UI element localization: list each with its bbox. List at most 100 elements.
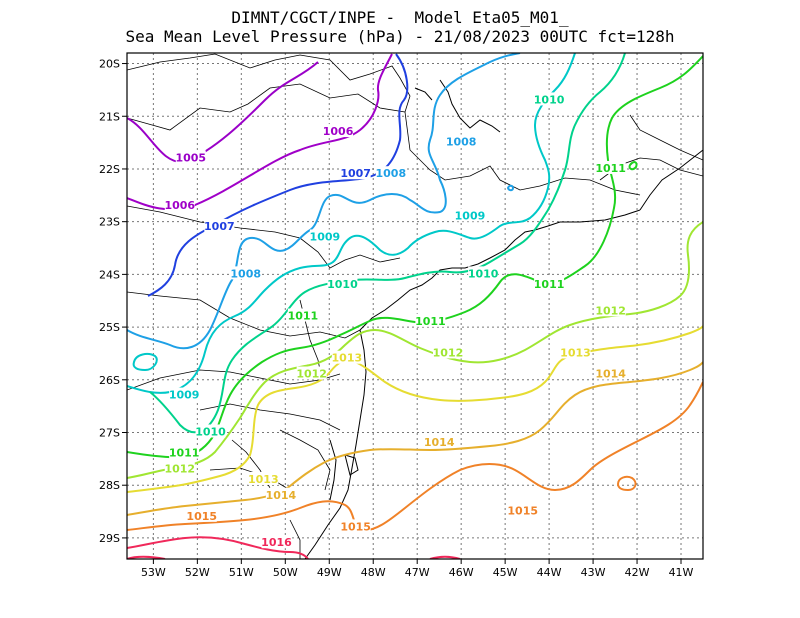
lon-tick-label: 41W (669, 566, 694, 579)
lon-tick-label: 50W (273, 566, 298, 579)
contour-label-bg (468, 266, 499, 280)
contour-label-1006: 1006 (164, 199, 195, 212)
contour-label-1011: 1011 (288, 310, 319, 323)
lat-tick-label: 26S (99, 374, 120, 387)
contour-label-1008: 1008 (376, 167, 407, 180)
contour-label-bg (454, 208, 485, 222)
contour-label-bg (415, 313, 446, 327)
contour-label-1005: 1005 (175, 151, 206, 164)
contour-label-1010: 1010 (468, 267, 499, 280)
contour-label-1015: 1015 (186, 510, 217, 523)
contour-label-1007: 1007 (204, 220, 235, 233)
contour-label-bg (309, 229, 340, 243)
contour-label-bg (560, 345, 591, 359)
contour-label-bg (331, 350, 362, 364)
contour-label-1014: 1014 (266, 489, 297, 502)
contour-label-bg (375, 166, 406, 180)
contour-label-1015: 1015 (507, 505, 538, 518)
contour-label-bg (261, 535, 292, 549)
contour-label-bg (507, 503, 538, 517)
lon-tick-label: 46W (449, 566, 474, 579)
lat-tick-label: 27S (99, 427, 120, 440)
lat-tick-label: 21S (99, 110, 120, 123)
contour-label-bg (534, 276, 565, 290)
contour-label-1013: 1013 (332, 352, 363, 365)
lat-tick-label: 29S (99, 532, 120, 545)
contour-label-bg (323, 124, 354, 138)
contour-label-1008: 1008 (230, 267, 261, 280)
contour-label-bg (248, 471, 279, 485)
contour-label-1015: 1015 (340, 520, 371, 533)
contour-label-bg (340, 166, 371, 180)
lon-tick-label: 53W (141, 566, 166, 579)
longitude-ticks: 53W 52W 51W 50W 49W 48W 47W 46W 45W 44W 43W 42W 41W (141, 559, 694, 579)
lat-tick-label: 24S (99, 268, 120, 281)
contour-label-1014: 1014 (424, 436, 455, 449)
contour-label-1012: 1012 (296, 368, 327, 381)
contour-label-bg (327, 276, 358, 290)
lon-tick-label: 51W (229, 566, 254, 579)
lon-tick-label: 43W (581, 566, 606, 579)
contour-label-1016: 1016 (261, 536, 292, 549)
lon-tick-label: 45W (493, 566, 518, 579)
contour-label-1013: 1013 (560, 346, 591, 359)
contour-label-1012: 1012 (433, 346, 464, 359)
contour-label-bg (175, 150, 206, 164)
lon-tick-label: 48W (361, 566, 386, 579)
contour-label-bg (424, 435, 455, 449)
contour-label-bg (164, 197, 195, 211)
latitude-ticks: 20S 21S 22S 23S 24S 25S 26S 27S 28S 29S (99, 58, 127, 545)
contour-label-1009: 1009 (455, 209, 486, 222)
contour-label-1013: 1013 (248, 473, 279, 486)
contour-label-bg (595, 160, 626, 174)
contour-label-bg (287, 308, 318, 322)
lat-tick-label: 23S (99, 216, 120, 229)
contour-label-1009: 1009 (169, 389, 200, 402)
contour-label-1011: 1011 (534, 278, 565, 291)
map-frame (126, 52, 704, 560)
contour-label-1010: 1010 (534, 93, 565, 106)
contour-label-bg (595, 303, 626, 317)
contour-label-bg (164, 461, 195, 475)
contour-label-bg (204, 218, 235, 232)
contour-label-1009: 1009 (310, 230, 341, 243)
title-line-1: DIMNT/CGCT/INPE - Model Eta05_M01_ (231, 8, 569, 27)
contour-label-bg (595, 366, 626, 380)
contour-label-bg (534, 92, 565, 106)
contour-label-bg (265, 487, 296, 501)
lon-tick-label: 49W (317, 566, 342, 579)
contour-label-1010: 1010 (327, 278, 358, 291)
contour-label-1011: 1011 (415, 315, 446, 328)
contour-label-1012: 1012 (164, 462, 195, 475)
contour-label-bg (446, 134, 477, 148)
lat-tick-label: 22S (99, 163, 120, 176)
title-line-2: Sea Mean Level Pressure (hPa) - 21/08/20… (125, 27, 675, 46)
lon-tick-label: 42W (625, 566, 650, 579)
contour-label-bg (195, 424, 226, 438)
contour-label-bg (169, 445, 200, 459)
contour-labels: 1005 1006 1006 1007 1007 1008 1008 1008 1009 1009… (164, 92, 626, 549)
contour-label-1010: 1010 (195, 426, 226, 439)
contour-label-bg (340, 519, 371, 533)
contour-label-bg (186, 508, 217, 522)
contour-label-1011: 1011 (595, 162, 626, 175)
contour-label-bg (169, 387, 200, 401)
grid-lines (127, 53, 703, 559)
contour-label-1008: 1008 (446, 136, 477, 149)
contour-label-1007: 1007 (340, 167, 371, 180)
coastline (304, 79, 703, 559)
lat-tick-label: 28S (99, 479, 120, 492)
lon-tick-label: 44W (537, 566, 562, 579)
contour-label-bg (230, 266, 261, 280)
contour-label-bg (432, 345, 463, 359)
contour-label-bg (296, 366, 327, 380)
lon-tick-label: 47W (405, 566, 430, 579)
contour-label-1011: 1011 (169, 447, 200, 460)
contour-label-1006: 1006 (323, 125, 354, 138)
lon-tick-label: 52W (185, 566, 210, 579)
contour-label-1014: 1014 (595, 368, 626, 381)
lat-tick-label: 20S (99, 58, 120, 71)
contour-label-1012: 1012 (595, 304, 626, 317)
lat-tick-label: 25S (99, 321, 120, 334)
